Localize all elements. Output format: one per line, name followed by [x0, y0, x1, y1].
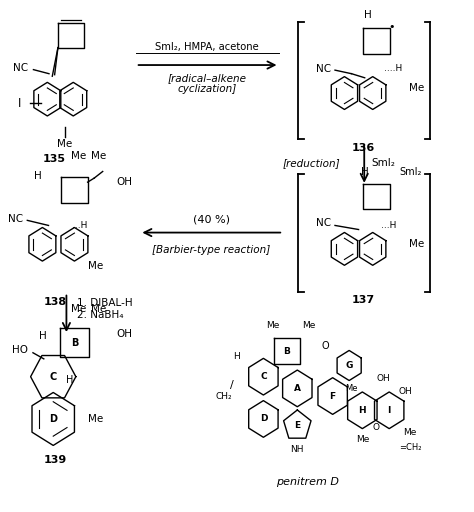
Text: 135: 135 [43, 154, 66, 164]
Text: D: D [49, 414, 57, 424]
Text: NC: NC [316, 219, 331, 228]
Text: Me: Me [410, 83, 425, 93]
Text: H: H [361, 167, 369, 177]
Text: NC: NC [8, 214, 23, 224]
Text: NC: NC [316, 63, 331, 74]
Text: penitrem D: penitrem D [276, 477, 339, 486]
Text: H: H [234, 352, 240, 361]
Text: HO: HO [12, 345, 28, 355]
Text: I: I [388, 406, 391, 415]
Text: OH: OH [376, 374, 390, 382]
Text: SmI₂, HMPA, acetone: SmI₂, HMPA, acetone [155, 42, 259, 52]
Text: /: / [230, 380, 234, 390]
Text: Me: Me [71, 304, 86, 314]
Text: H: H [364, 10, 372, 19]
Text: Me: Me [91, 151, 107, 161]
Text: CH₂: CH₂ [216, 392, 233, 400]
Text: SmI₂: SmI₂ [371, 158, 395, 168]
Text: •: • [389, 22, 395, 32]
Text: Me: Me [88, 261, 103, 271]
Text: I: I [18, 97, 21, 110]
Text: NC: NC [13, 62, 28, 73]
Text: A: A [294, 384, 301, 393]
Text: D: D [260, 414, 267, 423]
Text: B: B [71, 337, 78, 348]
Text: NH: NH [291, 445, 304, 454]
Text: Me: Me [266, 321, 280, 330]
Text: ...H: ...H [72, 221, 87, 230]
Text: Me: Me [356, 435, 369, 444]
Text: O: O [373, 423, 380, 432]
Text: G: G [346, 361, 353, 370]
Text: ....H: ....H [384, 64, 403, 73]
Text: cyclization]: cyclization] [178, 84, 237, 94]
Text: Me: Me [410, 239, 425, 249]
Text: H: H [34, 170, 42, 181]
Text: H: H [38, 331, 46, 341]
Text: Me: Me [302, 321, 316, 330]
Text: H: H [358, 406, 366, 415]
Text: E: E [294, 421, 301, 430]
Text: OH: OH [116, 329, 132, 339]
Text: 2. NaBH₄: 2. NaBH₄ [77, 310, 123, 319]
Text: [radical–alkene: [radical–alkene [168, 73, 247, 82]
Text: 138: 138 [44, 297, 67, 307]
Text: =CH₂: =CH₂ [399, 443, 422, 453]
Text: Me: Me [88, 414, 103, 424]
Text: 139: 139 [44, 455, 67, 465]
Text: H: H [66, 375, 73, 385]
Text: Me: Me [91, 304, 107, 314]
Text: [reduction]: [reduction] [283, 158, 341, 168]
Text: OH: OH [399, 388, 412, 396]
Text: C: C [260, 372, 267, 381]
Text: Me: Me [57, 139, 73, 149]
Text: 1. DIBAL-H: 1. DIBAL-H [77, 298, 132, 308]
Text: 136: 136 [352, 143, 375, 153]
Text: Me: Me [71, 151, 86, 161]
Text: C: C [50, 372, 57, 381]
Text: (40 %): (40 %) [193, 215, 230, 224]
Text: Me: Me [345, 384, 358, 393]
Text: O: O [322, 341, 329, 351]
Text: 137: 137 [352, 295, 375, 305]
Text: Me: Me [403, 428, 416, 437]
Text: B: B [283, 347, 291, 356]
Text: OH: OH [116, 177, 132, 187]
Text: ...H: ...H [381, 221, 397, 230]
Text: F: F [329, 392, 336, 400]
Text: SmI₂: SmI₂ [399, 167, 421, 177]
Text: [Barbier-type reaction]: [Barbier-type reaction] [153, 245, 271, 255]
